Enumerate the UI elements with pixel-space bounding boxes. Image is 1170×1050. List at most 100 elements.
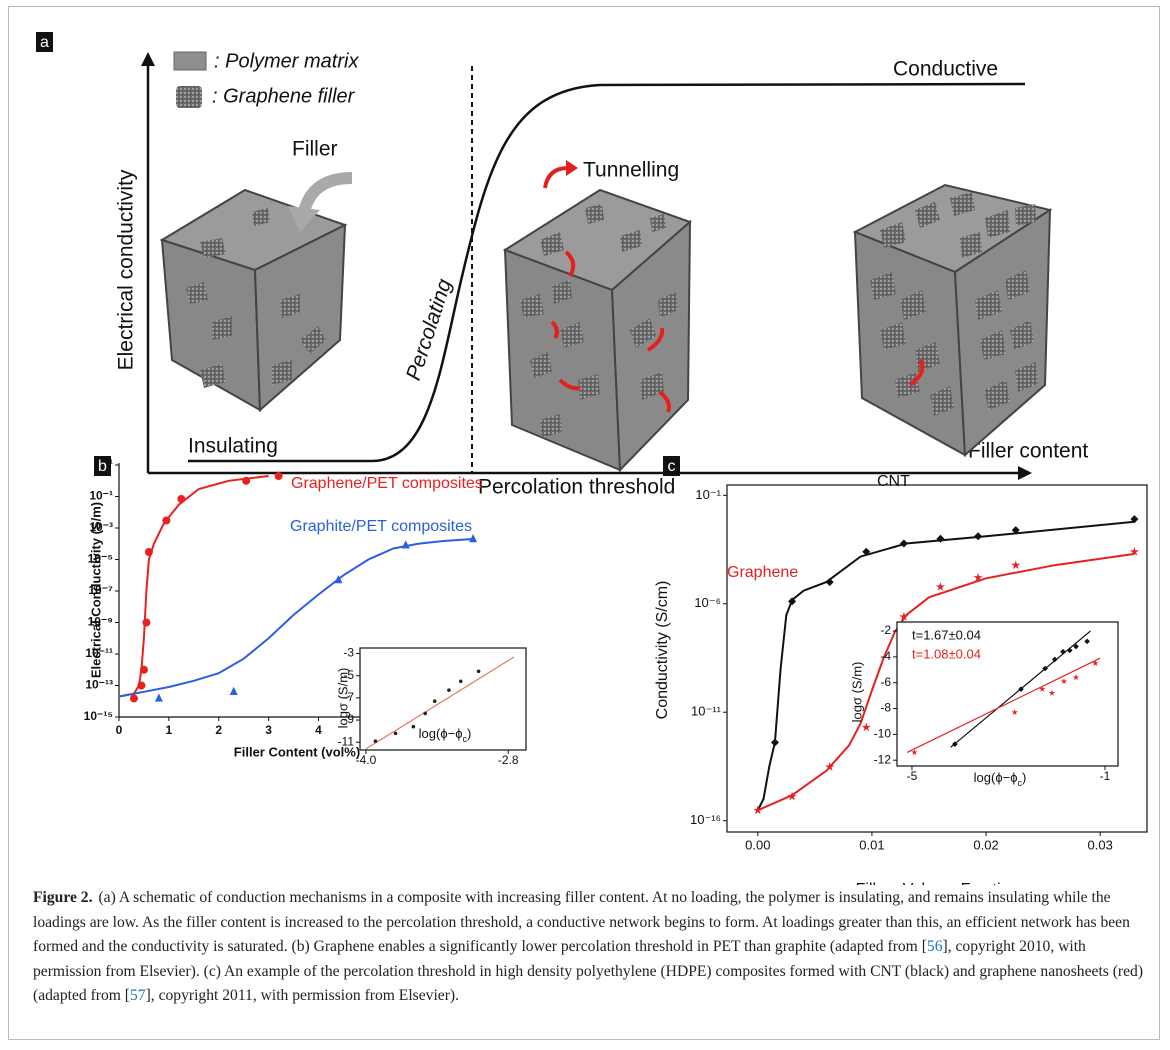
data-point bbox=[447, 688, 451, 692]
x-axis-label: Filler Content (vol%) bbox=[234, 744, 360, 759]
filler-arrow bbox=[298, 172, 353, 214]
inset-x-label-part: ) bbox=[1022, 770, 1026, 785]
y-axis-label: Conductivity (S/cm) bbox=[654, 581, 671, 720]
inset-y-label: logσ (S/m) bbox=[849, 662, 864, 723]
x-tick-label: 0.03 bbox=[1088, 837, 1113, 852]
filler-flake bbox=[200, 238, 226, 258]
y-axis-label: Electrical conductivity bbox=[115, 169, 138, 370]
tunnelling-arrow bbox=[558, 378, 581, 391]
filler-flake bbox=[980, 330, 1006, 360]
filler-flake bbox=[880, 222, 906, 248]
x-tick-label: 0.01 bbox=[859, 837, 884, 852]
tunnelling-arrowhead bbox=[566, 160, 578, 176]
fit-line bbox=[118, 475, 269, 698]
data-point bbox=[1129, 546, 1140, 556]
axes bbox=[141, 52, 1032, 480]
fit-line bbox=[906, 657, 1101, 753]
x-axis-label: Fillers Volume Fraction bbox=[856, 881, 1019, 885]
inset-x-label: log(ϕ−ϕc) bbox=[419, 726, 472, 744]
filler-flake bbox=[212, 316, 232, 340]
filler-flake bbox=[1010, 320, 1034, 350]
filler-flake bbox=[960, 232, 982, 258]
x-tick-label: -2.8 bbox=[498, 753, 519, 767]
filler-flake bbox=[186, 282, 208, 304]
series-label: t=1.08±0.04 bbox=[912, 646, 981, 661]
legend-entry: : Polymer matrix bbox=[214, 50, 359, 72]
filler-flake bbox=[1015, 204, 1036, 226]
panel-label-box bbox=[36, 32, 53, 52]
y-tick-label: -9 bbox=[343, 712, 354, 726]
filler-flake bbox=[880, 322, 906, 350]
data-point bbox=[825, 762, 835, 771]
data-point bbox=[899, 539, 908, 548]
y-tick-label: -3 bbox=[343, 646, 354, 660]
filler-label: Filler bbox=[292, 138, 338, 161]
caption-text: ], copyright 2011, with permission from … bbox=[145, 987, 459, 1004]
region-label: Insulating bbox=[188, 435, 278, 458]
data-point bbox=[242, 476, 251, 485]
figure-frame bbox=[8, 6, 1160, 1040]
data-point bbox=[1092, 659, 1099, 667]
reference-link[interactable]: 56 bbox=[926, 938, 943, 955]
tunnelling-label: Tunnelling bbox=[583, 159, 679, 182]
reference-link[interactable]: 57 bbox=[129, 987, 146, 1004]
filler-flake bbox=[520, 204, 678, 438]
y-tick-label: -12 bbox=[874, 752, 892, 766]
data-point bbox=[137, 681, 146, 690]
data-point bbox=[139, 665, 148, 674]
y-tick-label: 10⁻¹¹ bbox=[85, 646, 113, 660]
filler-flake bbox=[975, 290, 1002, 320]
x-tick-label: 0.00 bbox=[745, 837, 770, 852]
data-point bbox=[1130, 515, 1139, 524]
tunnelling-arrow bbox=[543, 166, 671, 413]
filler-flake bbox=[552, 280, 572, 304]
fit-line bbox=[118, 538, 474, 698]
data-point bbox=[1048, 689, 1056, 696]
filler-flake bbox=[870, 272, 896, 300]
data-point bbox=[154, 693, 163, 702]
panel-a: a : Polymer matrix : Graphene filler Ele… bbox=[36, 32, 1088, 499]
filler-flake bbox=[950, 192, 975, 216]
panel-label-box bbox=[94, 456, 111, 476]
x-tick-label: 0 bbox=[116, 723, 123, 737]
filler-flake bbox=[540, 232, 564, 256]
legend-entry: : Graphene filler bbox=[212, 85, 356, 107]
filler-flake bbox=[520, 294, 544, 318]
y-tick-label: 10⁻⁶ bbox=[694, 595, 721, 610]
filler-flake bbox=[200, 364, 226, 388]
data-point bbox=[411, 724, 416, 729]
filler-flake bbox=[930, 386, 954, 416]
y-tick-label: 10⁻¹ bbox=[695, 487, 721, 502]
data-point bbox=[1084, 638, 1090, 645]
data-point bbox=[973, 572, 983, 582]
tunnelling-arrow bbox=[564, 250, 576, 277]
data-point bbox=[229, 686, 238, 695]
filler-flake bbox=[985, 380, 1010, 410]
data-point bbox=[899, 612, 909, 621]
data-point bbox=[952, 741, 958, 747]
data-point bbox=[1011, 709, 1018, 716]
inset-x-label-part: c bbox=[463, 734, 468, 744]
filler-flake bbox=[578, 374, 600, 400]
x-tick-label: -4.0 bbox=[356, 753, 377, 767]
filler-flake bbox=[186, 208, 326, 388]
y-tick-label: -11 bbox=[338, 734, 355, 748]
y-tick-label: 10⁻¹⁵ bbox=[84, 709, 113, 723]
filler-flake bbox=[658, 292, 678, 318]
inset-frame bbox=[359, 647, 527, 751]
data-point bbox=[1066, 647, 1073, 654]
data-point bbox=[334, 574, 343, 584]
data-point bbox=[129, 694, 138, 703]
data-point bbox=[469, 534, 478, 543]
tunnelling-arrow bbox=[543, 166, 569, 189]
x-axis-label: Filler content bbox=[968, 440, 1088, 463]
filler-flake bbox=[985, 210, 1010, 238]
filler-flake bbox=[870, 192, 1038, 416]
data-point bbox=[274, 472, 283, 481]
filler-flake bbox=[650, 214, 666, 232]
y-tick-label: 10⁻¹³ bbox=[85, 678, 113, 692]
data-point bbox=[393, 731, 398, 736]
x-tick-label: 0.02 bbox=[973, 837, 998, 852]
inset-x-label: log(ϕ−ϕc) bbox=[974, 770, 1027, 788]
